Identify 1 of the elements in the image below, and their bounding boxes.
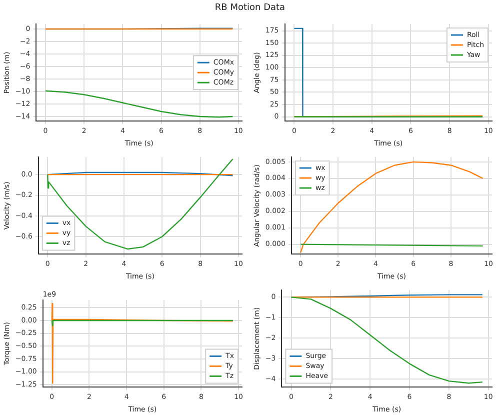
chart-title: RB Motion Data bbox=[214, 2, 286, 15]
